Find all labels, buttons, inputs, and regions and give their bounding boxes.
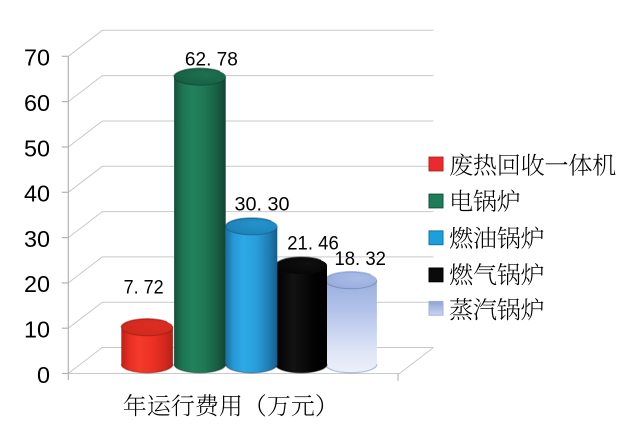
- svg-text:60: 60: [24, 90, 50, 116]
- svg-text:21. 46: 21. 46: [287, 233, 339, 255]
- svg-text:70: 70: [24, 45, 50, 71]
- svg-text:7. 72: 7. 72: [124, 276, 164, 298]
- svg-text:18. 32: 18. 32: [334, 248, 386, 270]
- svg-text:30. 30: 30. 30: [235, 194, 290, 216]
- svg-text:0: 0: [37, 362, 50, 388]
- svg-text:50: 50: [24, 135, 50, 161]
- svg-text:30: 30: [24, 226, 50, 252]
- svg-text:20: 20: [24, 271, 50, 297]
- svg-text:40: 40: [24, 181, 50, 207]
- svg-text:10: 10: [24, 317, 50, 343]
- svg-text:62. 78: 62. 78: [185, 49, 238, 71]
